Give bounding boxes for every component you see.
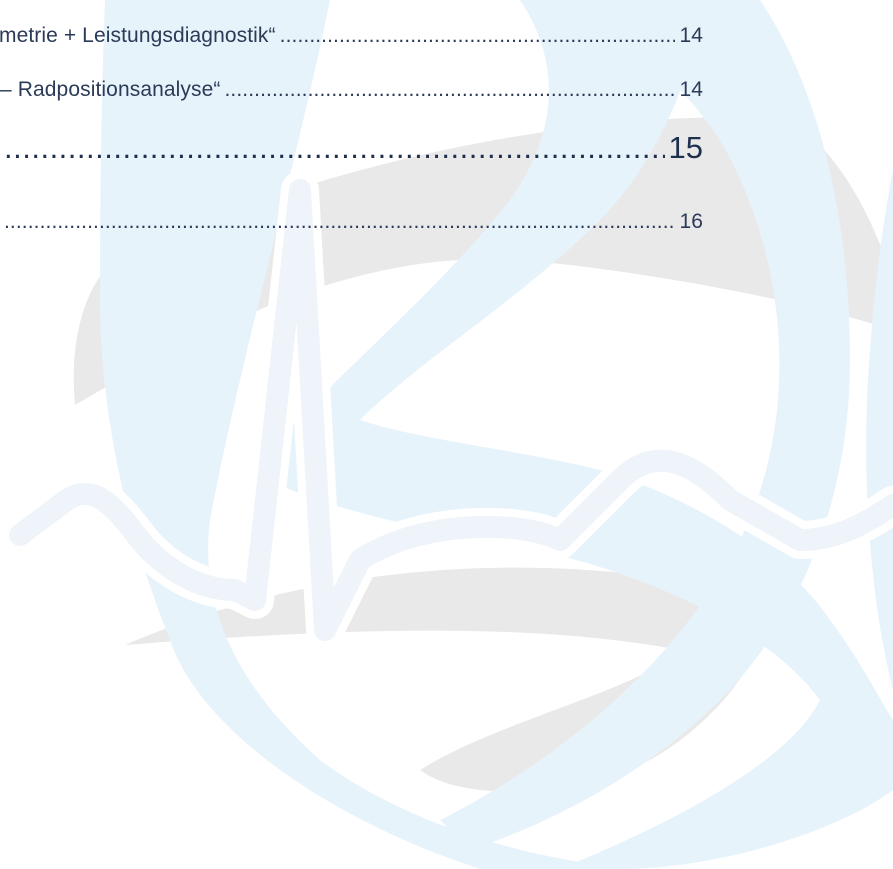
- toc-dot-leader: [4, 130, 665, 166]
- watermark-gray-swoosh-upper: [73, 117, 893, 405]
- toc-page-number: 16: [679, 210, 703, 233]
- toc-entry-title: metrie + Leistungsdiagnostik“: [0, 24, 276, 47]
- toc-entry[interactable]: 16: [0, 210, 703, 234]
- watermark-blue-band-center: [250, 0, 893, 869]
- toc-dot-leader: [4, 210, 675, 234]
- toc-entry-title: – Radpositionsanalyse“: [0, 78, 221, 101]
- toc-page-number: 14: [679, 24, 703, 47]
- toc-dot-leader: [225, 78, 676, 102]
- toc-page-number: 15: [668, 130, 703, 165]
- toc-dot-leader: [280, 24, 676, 48]
- watermark-blue-right-edge: [866, 170, 893, 690]
- toc-chapter-entry[interactable]: 15: [0, 130, 703, 166]
- toc-entry[interactable]: – Radpositionsanalyse“ 14: [0, 78, 703, 102]
- heartbeat-line: [9, 179, 893, 641]
- watermark-blue-band-right: [440, 0, 850, 850]
- toc-entry[interactable]: metrie + Leistungsdiagnostik“ 14: [0, 24, 703, 48]
- toc-page-number: 14: [679, 78, 703, 101]
